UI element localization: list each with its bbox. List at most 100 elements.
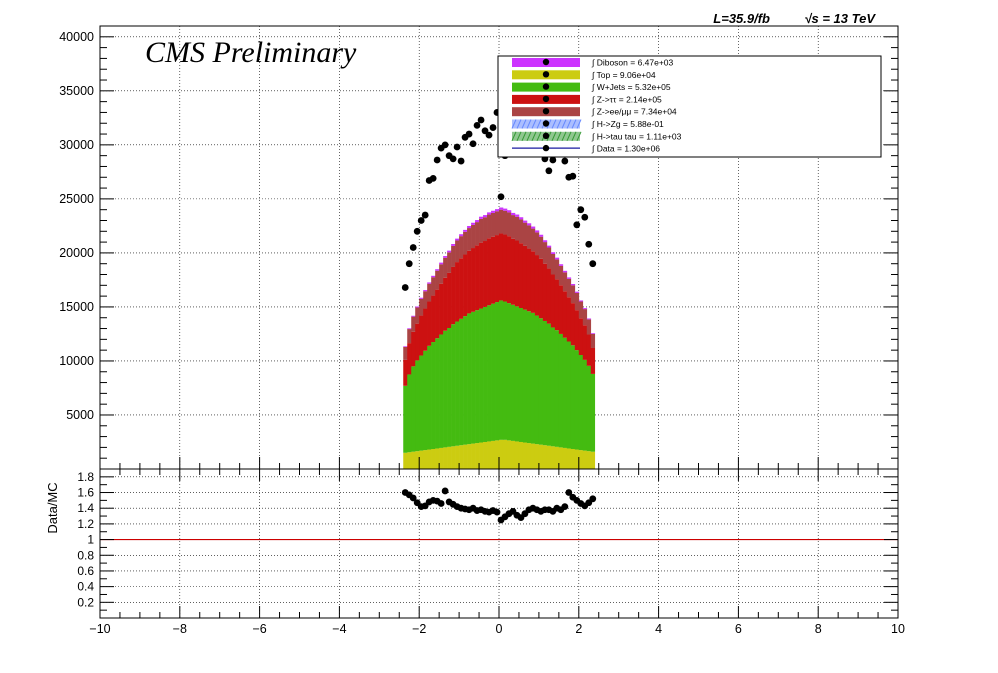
ratio-y-axis-label: Data/MC bbox=[45, 482, 60, 533]
histogram-bar-wjets bbox=[546, 323, 552, 446]
y-tick-label: 0.2 bbox=[77, 595, 94, 609]
legend-hatch bbox=[551, 131, 557, 142]
ratio-panel: 0.20.4 0.6 0.81 1.2 1.41.6 1.8 −10 −8 −6 −4 −2 0 2 4… bbox=[45, 468, 905, 636]
histogram-bar-top bbox=[483, 441, 488, 469]
legend-hatch bbox=[571, 119, 577, 129]
main-y-axis: 5000 10000 15000 20000 25000 30000 35000 40000 bbox=[59, 25, 898, 459]
histogram-bar-diboson bbox=[502, 208, 508, 211]
histogram-bar-wjets bbox=[499, 300, 504, 440]
histogram-bar-wjets bbox=[590, 373, 596, 452]
ratio-point bbox=[437, 500, 445, 507]
histogram-bar-diboson bbox=[526, 223, 532, 226]
histogram-bar-ztautau bbox=[423, 308, 428, 351]
histogram-bar-wjets bbox=[550, 327, 556, 447]
main-x-ticks bbox=[99, 457, 899, 469]
experiment-label: CMS Preliminary bbox=[145, 36, 357, 69]
histogram-bar-zll bbox=[582, 309, 588, 326]
histogram-bar-top bbox=[530, 443, 536, 469]
data-point bbox=[441, 141, 449, 149]
histogram-bar-wjets bbox=[439, 334, 444, 448]
histogram-bar-ztautau bbox=[459, 258, 464, 319]
histogram-bar-ztautau bbox=[411, 331, 416, 367]
x-tick-label: −2 bbox=[412, 622, 426, 636]
histogram-bar-wjets bbox=[467, 313, 472, 445]
legend-hatch bbox=[531, 131, 537, 142]
histogram-bar-ztautau bbox=[491, 236, 496, 304]
histogram-bar-wjets bbox=[522, 309, 528, 443]
histogram-bar-wjets bbox=[578, 355, 584, 451]
data-point bbox=[589, 260, 597, 268]
x-axis: −10 −8 −6 −4 −2 0 2 4 6 8 10 bbox=[89, 469, 905, 636]
histogram-bar-zll bbox=[558, 265, 564, 286]
histogram-bar-ztautau bbox=[578, 318, 584, 356]
histogram-bar-zll bbox=[431, 277, 436, 296]
histogram-bar-diboson bbox=[574, 291, 580, 293]
histogram-bar-diboson bbox=[582, 308, 588, 310]
histogram-bar-ztautau bbox=[403, 359, 408, 386]
legend-marker bbox=[542, 58, 550, 66]
histogram-bar-wjets bbox=[443, 330, 448, 448]
histogram-bar-ztautau bbox=[582, 325, 588, 360]
legend-marker bbox=[542, 144, 550, 152]
histogram-bar-top bbox=[538, 444, 544, 469]
histogram-bar-zll bbox=[514, 216, 520, 241]
data-point bbox=[573, 221, 581, 229]
histogram-bar-zll bbox=[590, 333, 596, 348]
data-point bbox=[409, 244, 417, 251]
histogram-bar-wjets bbox=[491, 303, 496, 441]
histogram-bar-top bbox=[459, 445, 464, 469]
y-tick-label: 30000 bbox=[59, 138, 94, 152]
histogram-bar-diboson bbox=[495, 209, 500, 212]
histogram-bar-zll bbox=[506, 212, 512, 237]
legend-label: ∫ Top = 9.06e+04 bbox=[591, 70, 656, 80]
histogram-bar-ztautau bbox=[415, 323, 420, 361]
histogram-bar-wjets bbox=[514, 306, 520, 442]
histogram-bar-diboson bbox=[542, 240, 548, 243]
histogram-bar-diboson bbox=[463, 229, 468, 232]
legend-hatch bbox=[516, 119, 522, 129]
histogram-bar-zll bbox=[447, 252, 452, 273]
histogram-bar-top bbox=[514, 441, 520, 469]
histogram-bar-top bbox=[471, 443, 476, 469]
histogram-bar-top bbox=[427, 449, 432, 469]
histogram-bar-zll bbox=[443, 257, 448, 278]
histogram-bar-wjets bbox=[407, 374, 412, 453]
histogram-bar-wjets bbox=[411, 366, 416, 452]
histogram-bar-top bbox=[455, 445, 460, 469]
histogram-bar-ztautau bbox=[419, 315, 424, 356]
x-tick-label: 0 bbox=[496, 622, 503, 636]
legend-hatch bbox=[536, 119, 542, 129]
data-point bbox=[497, 193, 505, 201]
histogram-bar-ztautau bbox=[510, 238, 516, 305]
histogram-bar-diboson bbox=[435, 269, 440, 271]
histogram-bar-diboson bbox=[447, 250, 452, 253]
y-tick-label: 35000 bbox=[59, 84, 94, 98]
legend-marker bbox=[542, 95, 550, 103]
data-point bbox=[429, 174, 437, 182]
histogram-bar-zll bbox=[459, 236, 464, 259]
histogram-bar-top bbox=[534, 444, 540, 469]
y-tick-label: 0.6 bbox=[77, 564, 94, 578]
histogram-bar-zll bbox=[554, 259, 560, 280]
legend-hatch bbox=[551, 119, 557, 129]
x-tick-label: 2 bbox=[575, 622, 582, 636]
histogram-bar-diboson bbox=[510, 212, 516, 216]
energy-label: √s = 13 TeV bbox=[804, 11, 876, 26]
histogram-bar-diboson bbox=[570, 284, 576, 286]
histogram-bar-zll bbox=[455, 240, 460, 263]
histogram-bar-ztautau bbox=[447, 272, 452, 328]
x-tick-label: 4 bbox=[655, 622, 662, 636]
histogram-bar-diboson bbox=[506, 210, 512, 213]
y-tick-label: 5000 bbox=[66, 408, 94, 422]
data-point bbox=[549, 156, 557, 164]
ratio-point bbox=[441, 487, 449, 495]
histogram-bar-wjets bbox=[431, 342, 436, 450]
histogram-bar-ztautau bbox=[463, 254, 468, 317]
histogram-bar-wjets bbox=[518, 308, 524, 442]
data-point bbox=[489, 124, 497, 131]
legend-label: ∫ H->Zg = 5.88e-01 bbox=[591, 119, 664, 129]
histogram-bar-top bbox=[574, 449, 580, 469]
histogram-bar-diboson bbox=[455, 238, 460, 241]
histogram-bar-zll bbox=[451, 245, 456, 267]
legend-hatch bbox=[571, 131, 577, 142]
